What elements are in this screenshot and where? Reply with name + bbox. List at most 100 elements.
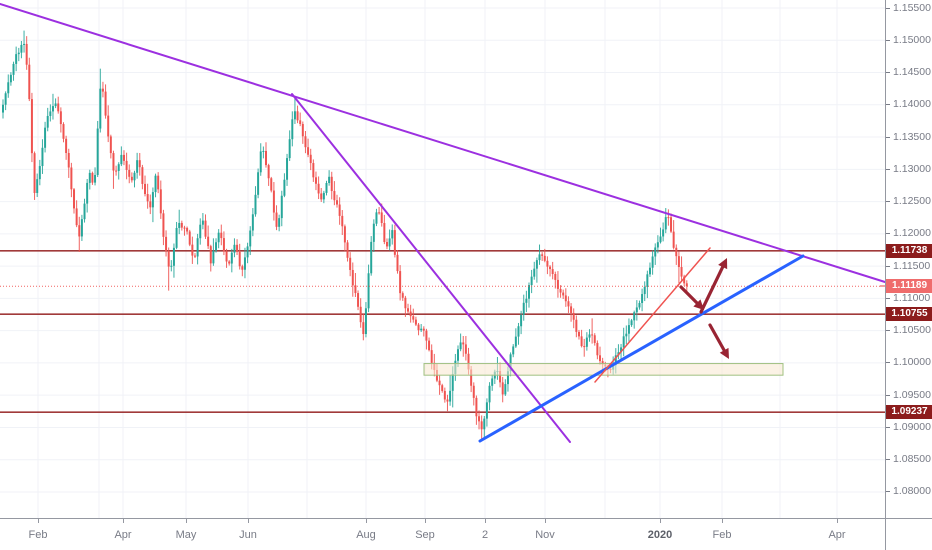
candle-body [278,218,281,227]
candle-body [538,254,541,261]
candle-body [9,74,12,83]
candle-body [299,120,302,124]
candle-body [422,328,425,331]
candle-body [138,160,141,168]
candle-body [59,111,62,125]
scenario-arrow-head [719,347,729,359]
candle-body [462,342,465,345]
candle-body [30,99,33,154]
time-axis-label: Jun [239,529,257,541]
candle-body [372,223,375,242]
candle-body [243,257,246,270]
candle-body [520,314,523,327]
candle-body [651,256,654,268]
descending-steep-purple[interactable] [291,93,571,443]
price-badge[interactable]: 1.09237 [886,405,932,420]
candle-body [459,342,462,350]
price-tick-label: 1.10000 [893,356,931,369]
candle-body [151,192,154,208]
candle-body [354,285,357,294]
candle-body [265,150,267,166]
candle-body [380,212,383,224]
time-axis-tick [837,519,838,523]
price-tick-label: 1.12000 [893,227,931,240]
candle-body [304,136,307,148]
time-axis-tick [660,519,661,523]
candle-body [191,244,194,256]
candle-body [236,244,239,252]
candle-body [349,257,352,270]
candle-body [357,293,360,307]
candle-body [136,160,139,173]
scenario-arrow[interactable] [708,323,728,356]
current-price-axis-tick [880,285,885,288]
price-axis-tick [886,104,890,106]
price-tick-label: 1.13000 [893,162,931,175]
candle-body [396,254,399,272]
candle-body [646,274,649,287]
price-tick-label: 1.11500 [893,259,931,272]
price-axis[interactable]: 1.15500 1.15000 1.14500 1.14000 1.13500 1.130… [886,0,932,518]
ascending-support-blue[interactable] [478,254,805,443]
candle-body [272,190,275,213]
time-axis[interactable]: Feb Apr May Jun Aug Sep 2 Nov 2020 Feb Apr [0,519,885,550]
candle-body [94,174,97,183]
price-badge[interactable]: 1.10755 [886,307,932,322]
candle-body [393,230,396,255]
candle-body [351,269,354,286]
scenario-arrow-head [693,299,704,310]
candle-body [154,175,157,193]
candle-body [585,337,588,347]
candle-body [215,242,218,251]
time-axis-label: 2020 [647,529,673,541]
candle-body [183,227,186,229]
candle-body [4,93,7,105]
candle-body [580,336,583,347]
candle-body [596,342,599,356]
descending-major-purple[interactable] [0,3,886,283]
candle-body [317,183,320,194]
scenario-arrow[interactable] [679,285,702,308]
price-badge[interactable]: 1.11738 [886,243,932,258]
price-tick-label: 1.12500 [893,195,931,208]
time-axis-label: Aug [356,529,376,541]
candle-body [685,283,688,287]
candle-body [593,335,596,343]
price-axis-tick [886,7,890,9]
candle-body [554,274,557,280]
candle-body [517,326,520,337]
candle-body [44,127,47,148]
time-axis-label: Nov [535,529,555,541]
candle-body [225,251,228,262]
ascending-minor-red[interactable] [594,247,711,383]
time-axis-label: 2 [481,529,489,541]
candle-body [309,154,312,164]
price-axis-tick [886,459,890,461]
candle-body [175,227,178,248]
candle-body [65,138,68,154]
scenario-arrow[interactable] [699,261,726,314]
price-badge[interactable]: 1.11189 [886,279,932,294]
candle-body [46,115,49,128]
candle-body [325,183,328,193]
candle-body [167,251,170,267]
candle-body [122,154,125,161]
candle-body [641,294,644,303]
candle-body [222,238,225,252]
candle-body [62,124,65,139]
candle-body [25,43,28,65]
candle-body [2,104,4,113]
candle-body [251,214,254,231]
candle-body [464,344,467,354]
candle-body [259,151,262,173]
candle-body [401,293,404,298]
candle-body [233,244,236,253]
candle-body [70,167,73,190]
candle-body [583,346,586,348]
candle-body [391,230,394,239]
price-axis-tick [886,491,890,493]
price-axis-tick [886,265,890,267]
time-axis-tick [366,519,367,523]
candle-body [443,390,446,400]
